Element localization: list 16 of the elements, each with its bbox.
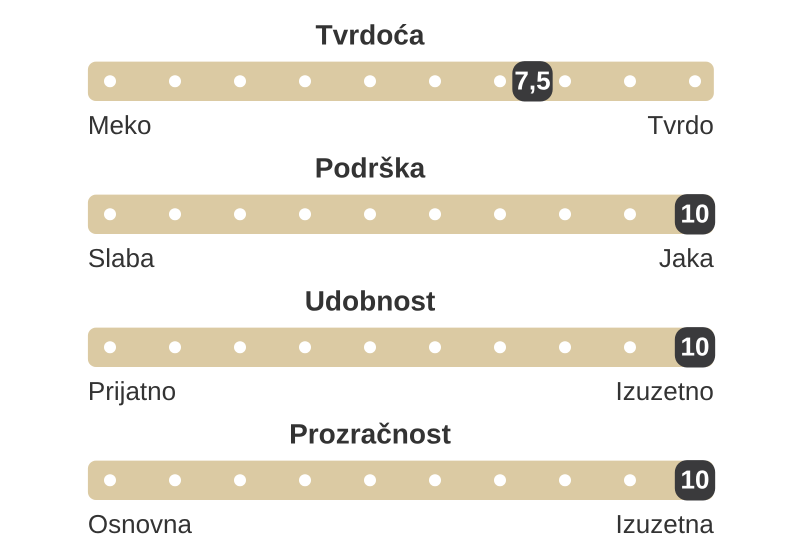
text: Izuzetno <box>616 376 714 406</box>
text: Prijatno <box>88 376 176 406</box>
text: Meko <box>88 110 152 140</box>
data-label: 10 <box>680 198 710 228</box>
text: Slaba <box>88 243 155 274</box>
data-label: 7,5 <box>514 65 551 96</box>
text: Podrška <box>314 152 426 184</box>
text: Osnovna <box>88 509 193 540</box>
text: Tvrdo <box>647 110 714 140</box>
text: Prozračnost <box>289 418 451 450</box>
data-label: 10 <box>680 331 710 362</box>
text: Tvrdoća <box>316 20 425 51</box>
text: Udobnost <box>304 286 436 317</box>
text: Jaka <box>658 243 714 274</box>
text: Izuzetna <box>616 509 714 540</box>
data-label: 10 <box>680 464 710 494</box>
